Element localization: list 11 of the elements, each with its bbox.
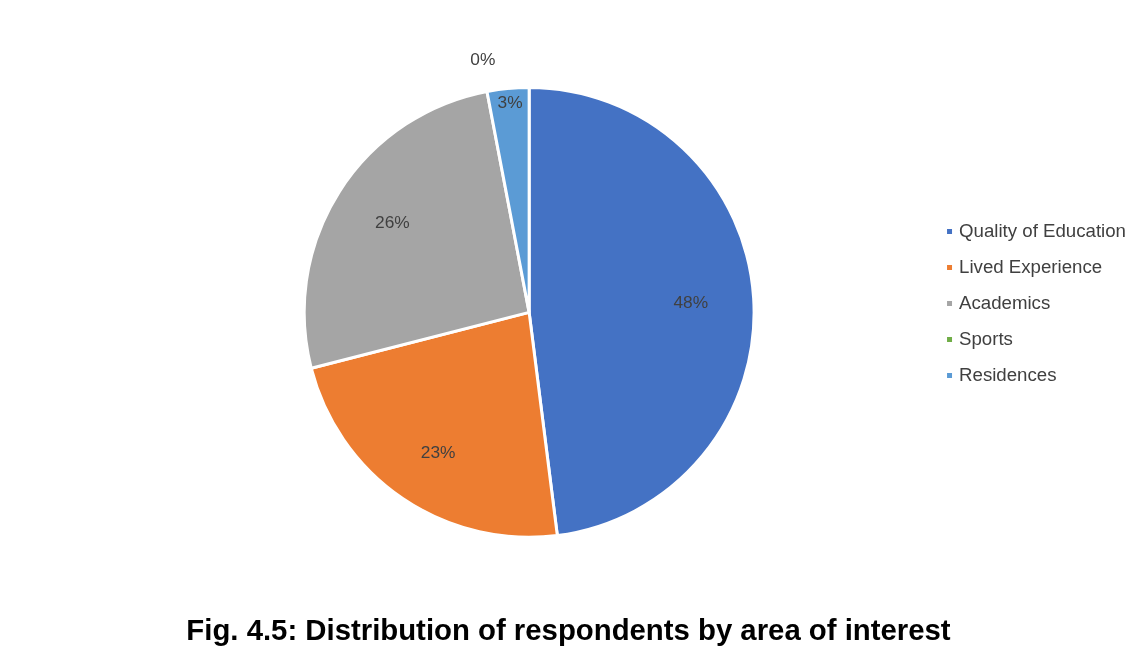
legend-label: Lived Experience xyxy=(959,255,1103,278)
legend-label: Quality of Education xyxy=(959,219,1126,242)
data-label: 26% xyxy=(375,211,410,232)
legend-label: Sports xyxy=(959,327,1013,350)
data-label: 23% xyxy=(420,442,456,463)
data-label: 3% xyxy=(497,92,523,113)
legend-label: Residences xyxy=(959,363,1057,386)
data-label: 48% xyxy=(673,291,709,312)
text: 0% xyxy=(470,49,496,69)
legend-label: Academics xyxy=(959,291,1051,314)
text: Fig. 4.5: Distribution of respondents by area of interest xyxy=(186,612,951,646)
